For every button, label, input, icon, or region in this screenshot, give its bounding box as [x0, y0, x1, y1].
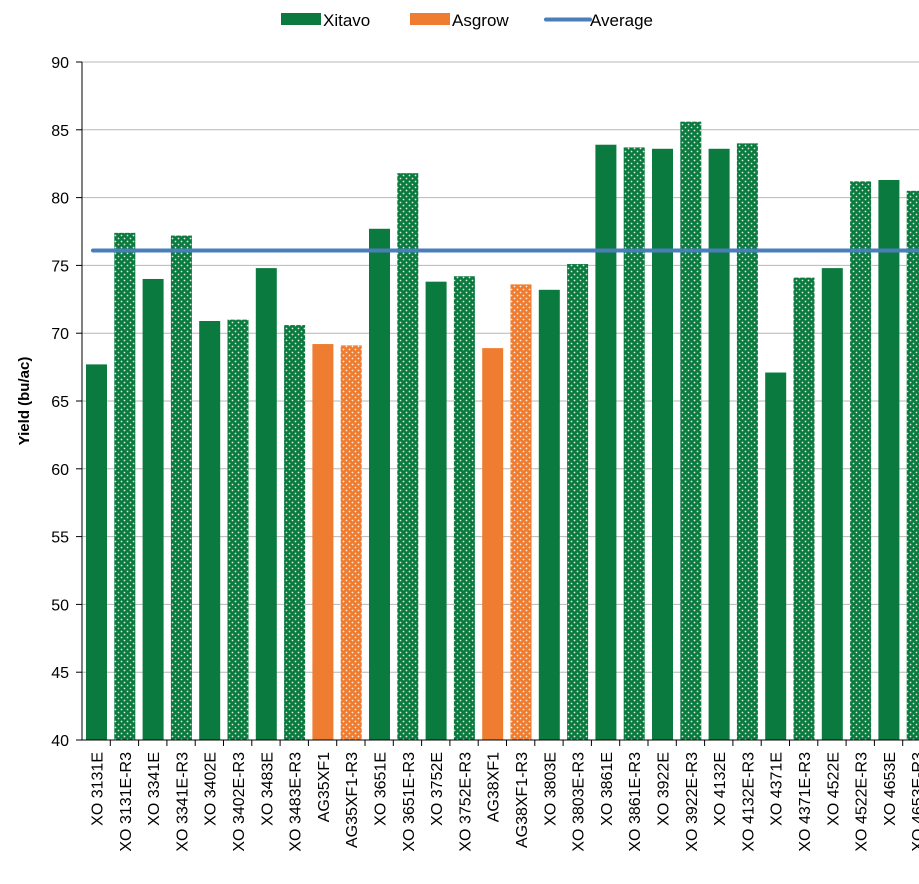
legend-swatch-asgrow — [410, 13, 450, 25]
x-tick-label: XO 3861E-R3 — [627, 752, 644, 852]
x-tick-label: XO 4371E — [769, 752, 786, 826]
x-tick-label: XO 3922E-R3 — [684, 752, 701, 852]
bar-xo-3131e-r3 — [114, 232, 136, 740]
bar-xo-3752e — [425, 281, 447, 740]
bar-xo-3341e-r3 — [170, 235, 192, 740]
x-tick-label: XO 3651E — [373, 752, 390, 826]
bar-xo-4371e-r3 — [793, 277, 815, 740]
bar-xo-3752e-r3 — [453, 276, 475, 740]
bar-xo-3861e-r3 — [623, 147, 645, 741]
bar-xo-3861e — [595, 144, 617, 740]
legend-label-asgrow: Asgrow — [452, 11, 509, 30]
x-tick-label: XO 4522E — [825, 752, 842, 826]
y-tick-label: 45 — [51, 665, 69, 682]
x-tick-label: XO 3402E-R3 — [231, 752, 248, 852]
y-tick-label: 50 — [51, 597, 69, 614]
bar-xo-4371e — [765, 372, 787, 740]
x-tick-label: XO 4653E-R3 — [910, 752, 919, 852]
bar-xo-3922e — [652, 148, 673, 740]
x-tick-label: XO 3483E-R3 — [288, 752, 305, 852]
bar-xo-3651e-r3 — [397, 173, 419, 740]
y-tick-label: 55 — [51, 530, 69, 547]
x-tick-label: AG38XF1 — [486, 752, 503, 822]
bar-xo-4653e-r3 — [906, 190, 919, 740]
bar-xo-3803e — [538, 289, 560, 740]
bar-ag38xf1 — [482, 348, 504, 740]
x-tick-label: XO 3752E-R3 — [457, 752, 474, 852]
bar-xo-4132e — [708, 148, 730, 740]
x-tick-label: XO 3131E — [90, 752, 107, 826]
y-axis-ticks: 40 45 50 55 60 65 70 75 80 85 90 — [51, 55, 82, 750]
y-tick-label: 85 — [51, 123, 69, 140]
x-tick-label: XO 3341E-R3 — [174, 752, 191, 852]
x-tick-label: XO 3922E — [656, 752, 673, 826]
bar-xo-3803e-r3 — [567, 264, 589, 740]
bar-xo-3341e — [142, 278, 164, 740]
bar-xo-3483e-r3 — [284, 325, 306, 740]
x-tick-label: XO 4653E — [882, 752, 899, 826]
x-tick-label: XO 3402E — [203, 752, 220, 826]
bar-xo-3651e — [369, 228, 390, 740]
bar-xo-4132e-r3 — [736, 143, 758, 741]
bar-xo-3131e — [86, 364, 107, 740]
x-tick-label: AG35XF1-R3 — [344, 752, 361, 848]
x-tick-label: XO 4132E — [712, 752, 729, 826]
bar-xo-3922e-r3 — [680, 121, 702, 740]
x-tick-label: XO 3803E-R3 — [571, 752, 588, 852]
x-tick-label: XO 3341E — [146, 752, 163, 826]
y-tick-label: 70 — [51, 326, 69, 343]
legend-label-xitavo: Xitavo — [323, 11, 370, 30]
bar-xo-3402e — [199, 320, 221, 740]
bars — [86, 121, 919, 741]
x-tick-label: XO 4522E-R3 — [854, 752, 871, 852]
y-tick-label: 40 — [51, 733, 69, 750]
x-tick-label: AG35XF1 — [316, 752, 333, 822]
bar-ag35xf1-r3 — [340, 345, 362, 740]
axes — [81, 62, 919, 741]
x-tick-label: AG38XF1-R3 — [514, 752, 531, 848]
bar-xo-4522e — [821, 268, 843, 740]
x-tick-label: XO 3803E — [542, 752, 559, 826]
y-tick-label: 80 — [51, 191, 69, 208]
bar-xo-4522e-r3 — [850, 181, 872, 740]
x-tick-label: XO 3861E — [599, 752, 616, 826]
legend: Xitavo Asgrow Average — [281, 11, 653, 30]
x-axis-ticks: XO 3131E XO 3131E-R3 XO 3341E XO 3341E-R3 XO… — [90, 740, 919, 852]
legend-swatch-xitavo — [281, 13, 321, 25]
y-tick-label: 60 — [51, 462, 69, 479]
bar-xo-4653e — [878, 179, 900, 741]
x-tick-label: XO 4132E-R3 — [740, 752, 757, 852]
x-tick-label: XO 4371E-R3 — [797, 752, 814, 852]
x-tick-label: XO 3752E — [429, 752, 446, 826]
bar-ag38xf1-r3 — [510, 284, 532, 740]
y-tick-label: 90 — [51, 55, 69, 72]
y-axis-title: Yield (bu/ac) — [16, 357, 33, 446]
bar-xo-3483e — [255, 268, 277, 740]
bar-xo-3402e-r3 — [227, 319, 249, 740]
x-tick-label: XO 3131E-R3 — [118, 752, 135, 852]
x-tick-label: XO 3483E — [259, 752, 276, 826]
legend-label-average: Average — [590, 11, 653, 30]
x-tick-label: XO 3651E-R3 — [401, 752, 418, 852]
y-tick-label: 65 — [51, 394, 69, 411]
y-tick-label: 75 — [51, 258, 69, 275]
bar-ag35xf1 — [312, 344, 334, 740]
